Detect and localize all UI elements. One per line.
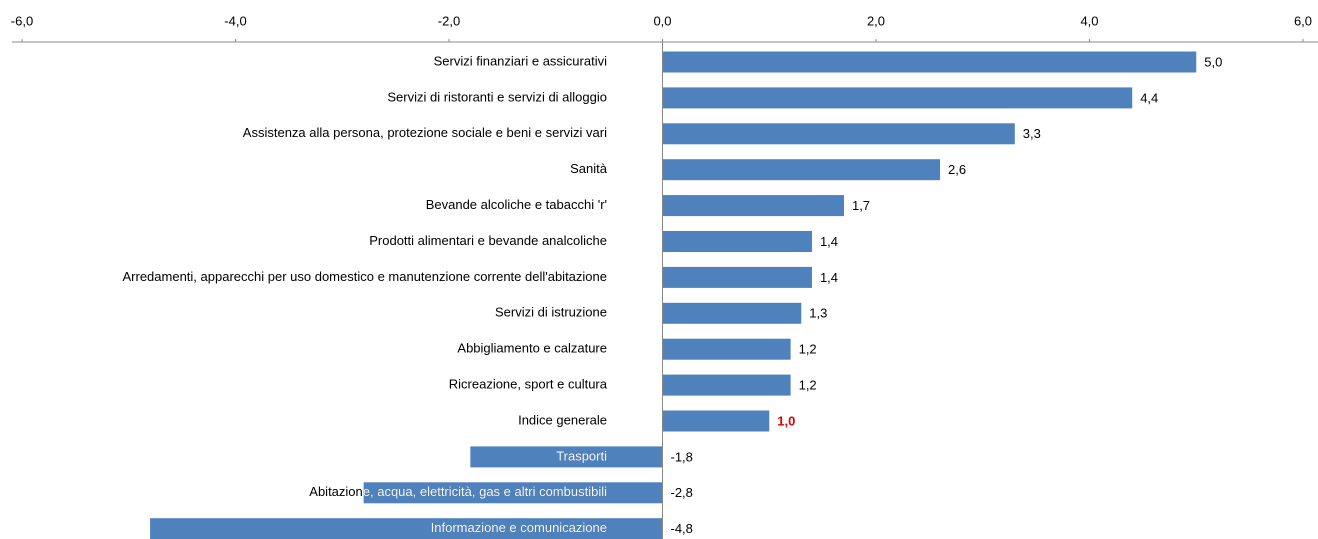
x-tick-label: -6,0 [11, 13, 33, 28]
category-label: Prodotti alimentari e bevande analcolich… [369, 233, 607, 248]
bar [363, 482, 663, 504]
value-label: -1,8 [671, 449, 693, 464]
category-label: Trasporti [556, 448, 607, 463]
category-label: Informazione e comunicazione [431, 520, 607, 535]
value-label: 2,6 [948, 162, 966, 177]
x-tick-label: 4,0 [1080, 13, 1098, 28]
category-label: Informazione e comunicazione [431, 520, 607, 535]
x-tick-label: -2,0 [438, 13, 460, 28]
value-label: 1,3 [809, 306, 827, 321]
bar [662, 374, 791, 396]
value-label: -2,8 [671, 485, 693, 500]
value-label: 1,7 [852, 198, 870, 213]
bar [662, 51, 1197, 73]
bar [470, 446, 663, 468]
x-tick-label: 0,0 [653, 13, 671, 28]
bar [662, 338, 791, 360]
x-tick-label: 2,0 [867, 13, 885, 28]
bar [662, 231, 812, 252]
value-label: 3,3 [1023, 126, 1041, 141]
value-label: 1,4 [820, 270, 838, 285]
category-label: Abbigliamento e calzature [457, 341, 607, 356]
category-label: Servizi finanziari e assicurativi [434, 53, 608, 68]
value-label: 5,0 [1204, 54, 1222, 69]
value-label: 1,2 [799, 342, 817, 357]
bar [662, 302, 802, 324]
bar [662, 266, 812, 288]
category-label: Sanità [570, 161, 608, 176]
value-label: 4,4 [1140, 90, 1158, 105]
bar [662, 87, 1133, 109]
bar [662, 195, 844, 217]
category-label: Assistenza alla persona, protezione soci… [243, 125, 607, 140]
category-label: Arredamenti, apparecchi per uso domestic… [123, 269, 608, 284]
category-label: Bevande alcoliche e tabacchi 'r' [426, 197, 607, 212]
category-label: Ricreazione, sport e cultura [449, 377, 608, 392]
value-label: 1,4 [820, 234, 838, 249]
category-label: Indice generale [518, 412, 607, 427]
category-label: Abitazione, acqua, elettricità, gas e al… [309, 484, 607, 499]
category-label: Servizi di ristoranti e servizi di allog… [387, 89, 607, 104]
value-label: 1,0 [777, 413, 795, 428]
category-label: Abitazione, acqua, elettricità, gas e al… [309, 484, 607, 499]
category-label: Trasporti [556, 448, 607, 463]
bar [662, 123, 1015, 145]
bar [662, 159, 941, 181]
bar [662, 410, 770, 432]
value-label: 1,2 [799, 378, 817, 393]
x-tick-label: 6,0 [1294, 13, 1312, 28]
value-label: -4,8 [671, 521, 693, 536]
bar [150, 518, 663, 539]
category-label: Servizi di istruzione [495, 305, 607, 320]
x-tick-label: -4,0 [224, 13, 246, 28]
